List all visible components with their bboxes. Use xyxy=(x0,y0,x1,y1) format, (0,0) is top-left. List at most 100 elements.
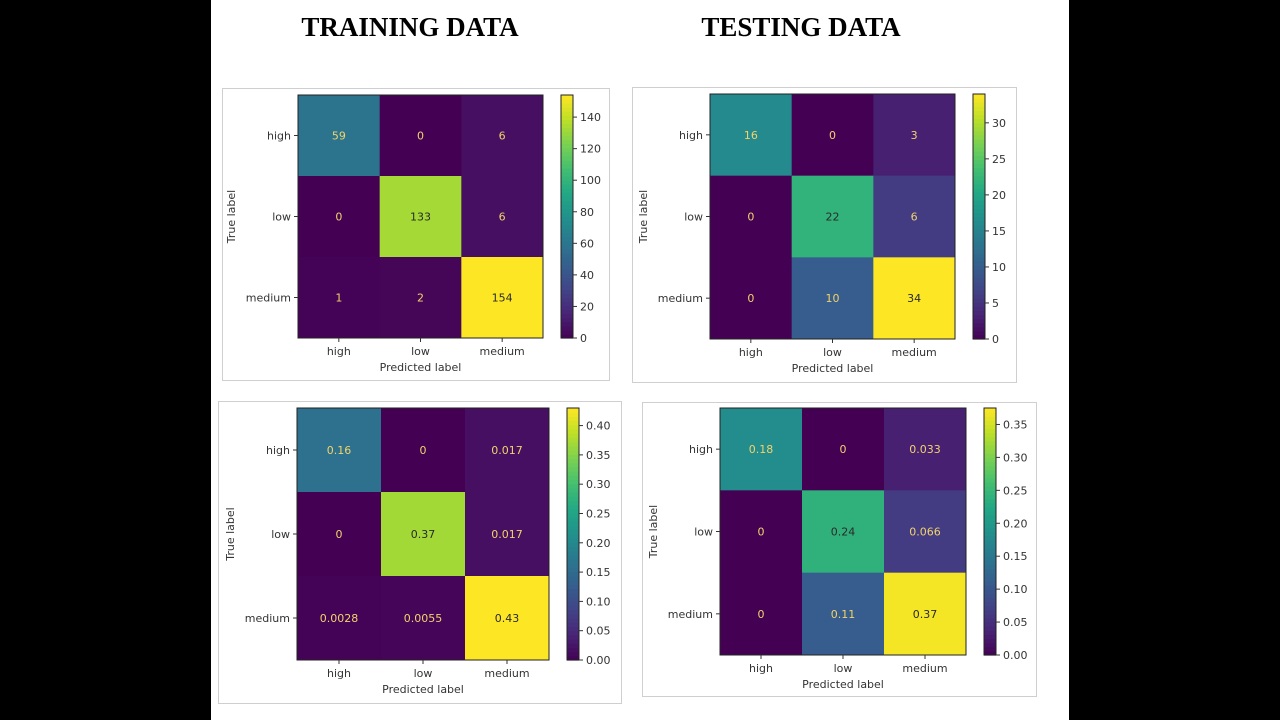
colorbar-segment xyxy=(973,322,985,328)
matrix-cell xyxy=(791,94,874,177)
colorbar-segment xyxy=(973,110,985,116)
cell-value-label: 0.37 xyxy=(913,608,938,621)
colorbar-segment xyxy=(973,212,985,218)
colorbar-frame xyxy=(972,93,986,340)
colorbar-tick-label: 15 xyxy=(992,225,1006,238)
colorbar-segment xyxy=(984,556,996,561)
cell-value-label: 0.24 xyxy=(831,526,856,539)
y-tick-label: high xyxy=(267,130,291,143)
colorbar-segment xyxy=(561,123,573,128)
colorbar-tick-label: 80 xyxy=(580,206,594,219)
colorbar-segment xyxy=(561,103,573,108)
x-tick-label: high xyxy=(739,346,763,359)
colorbar-segment xyxy=(973,196,985,201)
colorbar-segment xyxy=(973,306,985,312)
colorbar-tick-label: 0.15 xyxy=(1003,550,1028,563)
matrix-cell xyxy=(298,95,381,177)
colorbar-segment xyxy=(567,487,579,493)
y-tick-label: high xyxy=(689,443,713,456)
matrix-cell xyxy=(381,576,466,661)
colorbar-segment xyxy=(567,466,579,472)
colorbar-segment xyxy=(561,212,573,218)
colorbar-segment xyxy=(561,208,573,214)
colorbar-segment xyxy=(984,510,996,516)
colorbar-segment xyxy=(973,326,985,332)
colorbar-segment xyxy=(561,216,573,222)
cell-value-label: 0 xyxy=(747,211,754,224)
colorbar-segment xyxy=(984,523,996,528)
colorbar-segment xyxy=(973,208,985,214)
x-axis-label: Predicted label xyxy=(380,361,462,374)
colorbar-segment xyxy=(561,151,573,157)
colorbar-segment xyxy=(984,605,996,611)
colorbar-segment xyxy=(973,302,985,307)
colorbar-segment xyxy=(561,281,573,286)
colorbar-segment xyxy=(567,634,579,640)
colorbar-segment xyxy=(561,325,573,331)
colorbar-segment xyxy=(567,651,579,657)
colorbar-segment xyxy=(567,441,579,447)
colorbar-segment xyxy=(984,650,996,656)
colorbar-segment xyxy=(973,216,985,222)
cell-value-label: 0 xyxy=(840,443,847,456)
colorbar-segment xyxy=(973,143,985,148)
colorbar-segment xyxy=(984,457,996,463)
colorbar-segment xyxy=(567,517,579,522)
colorbar-segment xyxy=(984,498,996,504)
colorbar-segment xyxy=(561,155,573,161)
colorbar-segment xyxy=(567,592,579,598)
colorbar-segment xyxy=(567,559,579,564)
matrix-cell xyxy=(873,175,956,258)
colorbar-frame xyxy=(560,94,574,339)
colorbar-segment xyxy=(984,568,996,574)
colorbar-segment xyxy=(984,465,996,471)
colorbar-segment xyxy=(561,111,573,116)
colorbar-tick-label: 100 xyxy=(580,174,601,187)
colorbar-segment xyxy=(984,547,996,553)
colorbar-segment xyxy=(984,580,996,586)
colorbar-segment xyxy=(973,241,985,246)
colorbar-segment xyxy=(973,273,985,279)
colorbar-segment xyxy=(973,269,985,275)
y-tick-label: high xyxy=(679,129,703,142)
colorbar-segment xyxy=(567,588,579,594)
colorbar-tick-label: 0 xyxy=(580,332,587,345)
cell-value-label: 0.033 xyxy=(909,443,941,456)
colorbar-segment xyxy=(561,188,573,193)
colorbar-segment xyxy=(561,167,573,173)
colorbar-tick-label: 0.10 xyxy=(1003,583,1028,596)
colorbar-segment xyxy=(561,313,573,319)
matrix-cell xyxy=(802,572,885,656)
colorbar-tick-label: 0.30 xyxy=(586,478,611,491)
cell-value-label: 0 xyxy=(758,526,765,539)
colorbar-segment xyxy=(561,248,573,254)
cell-value-label: 0.18 xyxy=(749,443,774,456)
colorbar-segment xyxy=(561,269,573,274)
colorbar-segment xyxy=(973,245,985,250)
colorbar-segment xyxy=(561,147,573,153)
colorbar-tick-label: 0.00 xyxy=(586,654,611,667)
colorbar-segment xyxy=(984,617,996,623)
colorbar-segment xyxy=(984,502,996,508)
x-axis-label: Predicted label xyxy=(792,362,874,375)
x-tick-label: high xyxy=(327,667,351,680)
colorbar-tick-label: 10 xyxy=(992,261,1006,274)
colorbar-segment xyxy=(567,571,579,577)
colorbar-tick-label: 0 xyxy=(992,333,999,346)
colorbar-segment xyxy=(561,200,573,205)
cell-value-label: 6 xyxy=(911,211,918,224)
colorbar-segment xyxy=(561,224,573,230)
cell-value-label: 34 xyxy=(907,292,921,305)
colorbar-segment xyxy=(567,437,579,443)
colorbar-segment xyxy=(984,416,996,421)
matrix-cell xyxy=(461,176,544,258)
colorbar-segment xyxy=(561,305,573,311)
colorbar-segment xyxy=(567,647,579,653)
colorbar-segment xyxy=(984,440,996,446)
colorbar-segment xyxy=(561,273,573,278)
colorbar-segment xyxy=(567,597,579,602)
colorbar-segment xyxy=(561,333,573,339)
colorbar-segment xyxy=(567,496,579,501)
colorbar-segment xyxy=(973,236,985,242)
cell-value-label: 6 xyxy=(499,130,506,143)
